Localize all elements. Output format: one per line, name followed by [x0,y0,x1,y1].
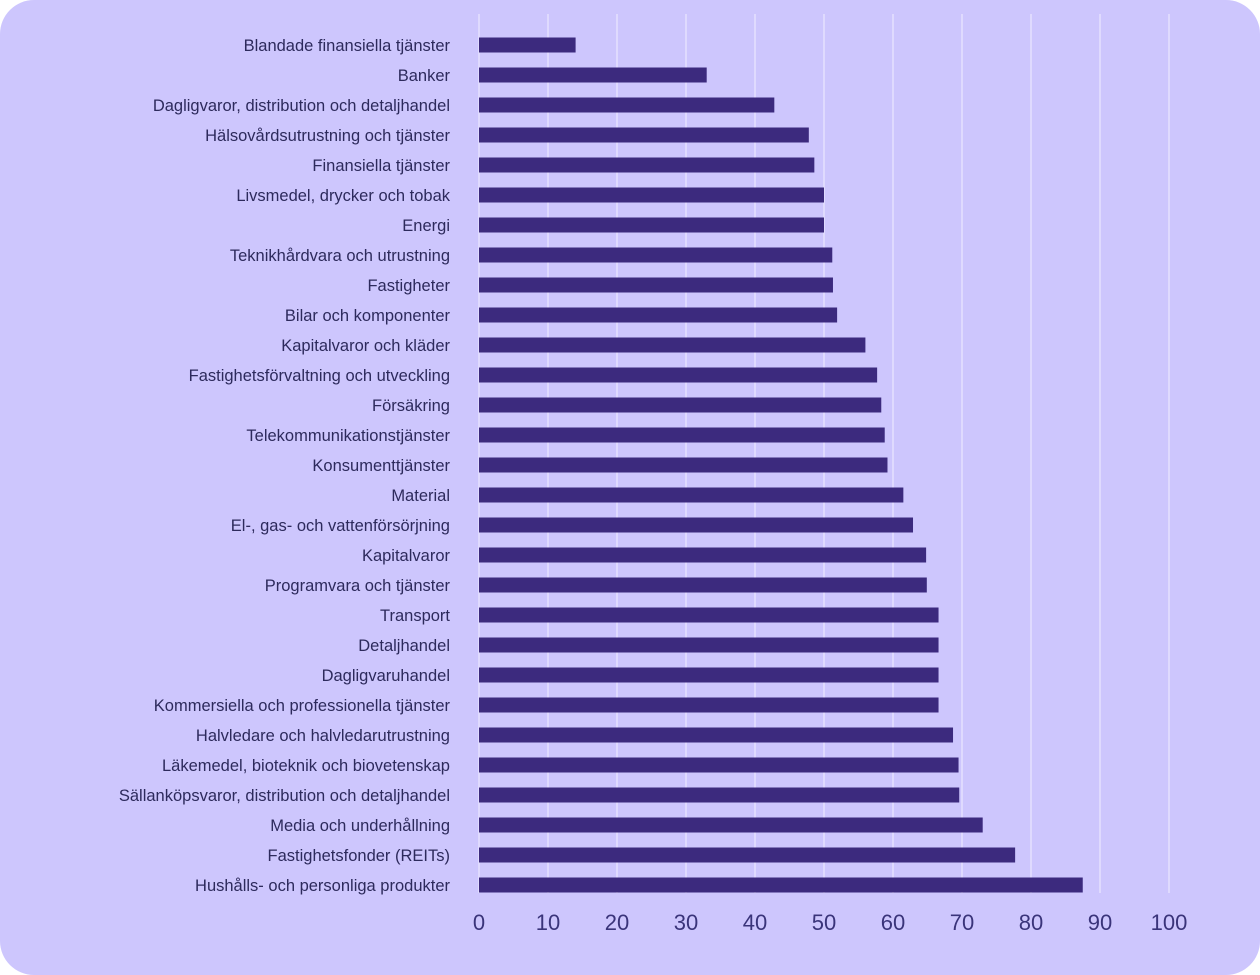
bar [479,247,833,263]
x-tick-label: 70 [950,910,974,935]
bar [479,97,775,113]
x-tick-label: 100 [1151,910,1188,935]
x-tick-label: 60 [881,910,905,935]
bar [479,787,960,803]
x-tick-label: 30 [674,910,698,935]
x-tick-label: 20 [605,910,629,935]
category-label: Hälsovårdsutrustning och tjänster [205,127,450,145]
bar [479,817,983,833]
category-label: Kommersiella och professionella tjänster [154,697,451,715]
category-label: Transport [380,607,450,625]
x-tick-label: 0 [473,910,485,935]
category-label: Konsumenttjänster [312,457,450,475]
x-tick-label: 90 [1088,910,1112,935]
category-label: Kapitalvaror och kläder [281,337,450,355]
bar [479,157,815,173]
category-label: Läkemedel, bioteknik och biovetenskap [162,757,450,775]
bar [479,367,878,383]
bar [479,607,939,623]
bar [479,457,888,473]
category-label: Teknikhårdvara och utrustning [230,247,450,265]
bar [479,847,1016,863]
category-label: Energi [402,217,450,235]
x-tick-label: 10 [536,910,560,935]
category-label: Dagligvaruhandel [322,667,450,685]
category-labels: Blandade finansiella tjänster Banker Dagli… [119,37,451,895]
category-label: Fastighetsfonder (REITs) [268,847,450,865]
bar [479,187,824,203]
x-tick-label: 40 [743,910,767,935]
x-axis-ticks: 0 10 20 30 40 50 60 70 80 90 100 [473,910,1187,935]
category-label: Hushålls- och personliga produkter [195,877,450,895]
category-label: Media och underhållning [270,817,450,835]
category-label: Fastighetsförvaltning och utveckling [189,367,450,385]
bar [479,307,838,323]
category-label: Bilar och komponenter [285,307,451,325]
bar [479,427,885,443]
category-label: Sällanköpsvaror, distribution och detalj… [119,787,450,805]
category-label: Dagligvaror, distribution och detaljhand… [153,97,450,115]
bar [479,757,959,773]
bar [479,667,939,683]
category-label: Programvara och tjänster [265,577,451,595]
bar [479,397,882,413]
category-label: Försäkring [372,397,450,415]
bar [479,37,576,53]
category-label: Material [391,487,450,505]
bar [479,697,939,713]
bar [479,487,904,503]
x-tick-label: 80 [1019,910,1043,935]
category-label: Detaljhandel [358,637,450,655]
bar [479,637,939,653]
bar [479,127,809,143]
category-label: Blandade finansiella tjänster [244,37,451,55]
bars [479,37,1083,893]
bar [479,217,824,233]
bar [479,517,914,533]
category-label: Telekommunikationstjänster [246,427,450,445]
bar [479,727,954,743]
x-tick-label: 50 [812,910,836,935]
bar [479,67,707,83]
bar [479,577,927,593]
category-label: Livsmedel, drycker och tobak [236,187,450,205]
category-label: Banker [398,67,451,85]
bar [479,277,833,293]
category-label: Fastigheter [367,277,450,295]
category-label: Kapitalvaror [362,547,451,565]
bar [479,547,927,563]
bar [479,337,866,353]
category-label: Finansiella tjänster [312,157,450,175]
category-label: Halvledare och halvledarutrustning [196,727,450,745]
category-label: El-, gas- och vattenförsörjning [231,517,450,535]
bar [479,877,1083,893]
